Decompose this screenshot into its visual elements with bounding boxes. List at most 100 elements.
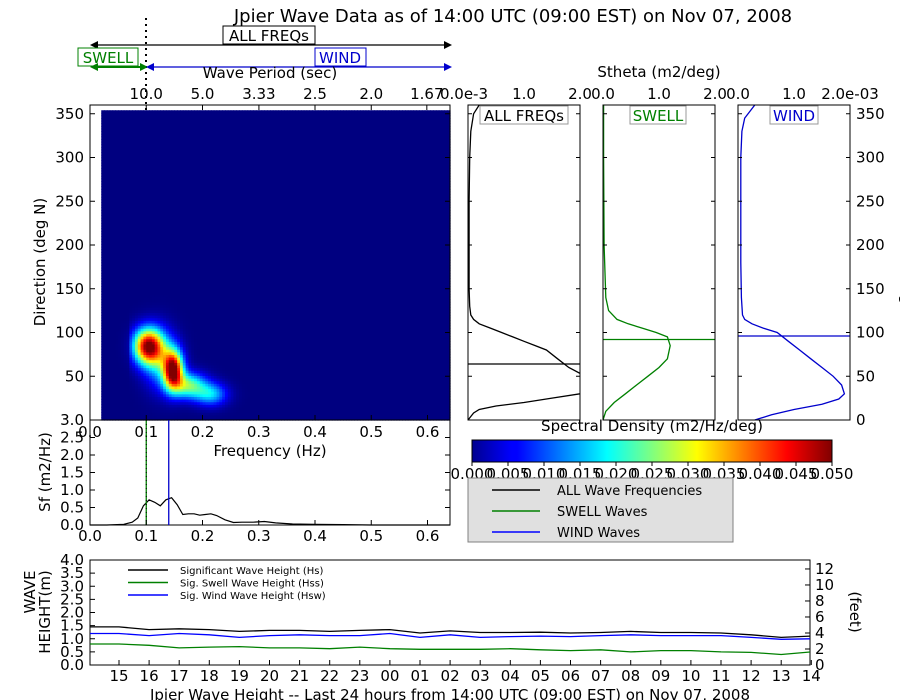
heatmap-cell: [120, 225, 125, 229]
heatmap-cell: [137, 409, 142, 413]
heatmap-cell: [120, 118, 125, 122]
heatmap-cell: [106, 178, 111, 182]
heatmap-cell: [104, 225, 108, 229]
heatmap-cell: [109, 168, 114, 172]
heatmap-cell: [109, 110, 114, 114]
heatmap-cell: [109, 296, 114, 300]
heatmap-cell: [132, 126, 136, 130]
heatmap-cell: [126, 175, 130, 180]
heatmap-cell: [123, 183, 128, 187]
heatmap-cell: [129, 336, 133, 340]
heatmap-cell: [132, 280, 136, 285]
heatmap-cell: [123, 406, 128, 411]
heatmap-cell: [126, 217, 130, 222]
heatmap-cell: [104, 112, 108, 117]
heatmap-cell: [106, 252, 111, 256]
heatmap-cell: [135, 173, 139, 177]
heatmap-cell: [101, 165, 105, 169]
heatmap-cell: [126, 315, 130, 319]
heatmap-cell: [104, 294, 108, 298]
heatmap-cell: [109, 367, 114, 371]
heatmap-cell: [115, 349, 119, 353]
heatmap-cell: [118, 147, 122, 151]
heatmap-cell: [135, 259, 139, 264]
heatmap-cell: [120, 412, 125, 416]
heatmap-cell: [115, 364, 119, 369]
heatmap-cell: [115, 307, 119, 311]
heatmap-cell: [106, 212, 111, 216]
heatmap-cell: [112, 175, 116, 180]
heatmap-cell: [101, 346, 105, 350]
heatmap-cell: [123, 259, 128, 264]
heatmap-cell: [132, 346, 136, 350]
heatmap-cell: [115, 123, 119, 127]
heatmap-cell: [115, 170, 119, 174]
heatmap-cell: [137, 375, 142, 379]
heatmap-cell: [132, 336, 136, 340]
heatmap-cell: [118, 401, 122, 405]
heatmap-cell: [132, 257, 136, 261]
heatmap-cell: [112, 414, 116, 418]
heatmap-cell: [115, 275, 119, 279]
heatmap-cell: [135, 252, 139, 256]
heatmap-cell: [101, 354, 105, 358]
heatmap-cell: [118, 333, 122, 337]
heatmap-cell: [135, 312, 139, 316]
heatmap-cell: [112, 315, 116, 319]
heatmap-cell: [109, 333, 114, 337]
heatmap-cell: [101, 110, 105, 114]
heatmap-cell: [109, 265, 114, 269]
heatmap-cell: [126, 359, 130, 363]
heatmap-cell: [123, 286, 128, 290]
heatmap-cell: [112, 357, 116, 361]
heatmap-cell: [126, 283, 130, 287]
heatmap-cell: [135, 160, 139, 164]
heatmap-cell: [112, 246, 116, 250]
heatmap-cell: [129, 294, 133, 298]
heatmap-cell: [126, 207, 130, 211]
heatmap-cell: [115, 367, 119, 371]
heatmap-cell: [118, 231, 122, 235]
heatmap-cell: [109, 152, 114, 156]
heatmap-cell: [120, 231, 125, 235]
heatmap-cell: [135, 328, 139, 332]
heatmap-cell: [126, 236, 130, 240]
heatmap-cell: [101, 301, 105, 306]
heatmap-cell: [109, 375, 114, 379]
heatmap-cell: [135, 357, 139, 361]
heatmap-cell: [123, 225, 128, 229]
heatmap-cell: [106, 383, 111, 387]
heatmap-cell: [123, 252, 128, 256]
heatmap-cell: [132, 414, 136, 418]
heatmap-cell: [135, 123, 139, 127]
heatmap-cell: [112, 291, 116, 295]
heatmap-cell: [132, 168, 136, 172]
heatmap-cell: [112, 233, 116, 237]
heatmap-cell: [115, 181, 119, 185]
heatmap-cell: [118, 157, 122, 161]
heatmap-cell: [118, 372, 122, 376]
heatmap-cell: [109, 325, 114, 329]
heatmap-cell: [137, 291, 142, 295]
heatmap-cell: [126, 110, 130, 114]
heatmap-cell: [120, 236, 125, 240]
heatmap-cell: [120, 383, 125, 387]
heatmap-cell: [109, 343, 114, 348]
heatmap-cell: [137, 278, 142, 282]
heatmap-cell: [123, 375, 128, 379]
heatmap-cell: [101, 404, 105, 408]
heatmap-cell: [112, 207, 116, 211]
heatmap-cell: [101, 338, 105, 342]
heatmap-cell: [137, 257, 142, 261]
spectrum-panel: 0.0 0.1 0.2 0.3 0.4 0.5 0.65010015020025030035…: [31, 104, 451, 441]
heatmap-cell: [106, 341, 111, 345]
heatmap-cell: [112, 225, 116, 229]
heatmap-cell: [106, 262, 111, 266]
heatmap-cell: [112, 343, 116, 348]
heatmap-cell: [101, 112, 105, 117]
heatmap-cell: [137, 354, 142, 358]
heatmap-cell: [104, 341, 108, 345]
heatmap-cell: [104, 278, 108, 282]
heatmap-cell: [135, 343, 139, 348]
heatmap-cell: [104, 378, 108, 382]
